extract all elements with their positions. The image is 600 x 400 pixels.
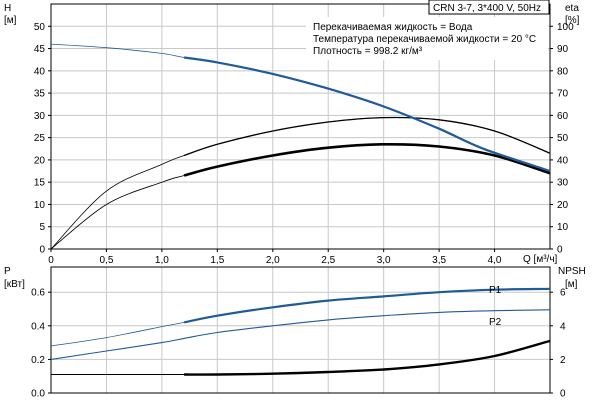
liquid-label: Перекачиваемая жидкость = Вода	[313, 22, 473, 33]
y-left-tick-label: 15	[34, 178, 46, 189]
bottom-curves	[50, 287, 551, 376]
npsh-curve-operating	[184, 339, 551, 376]
x-tick-label: 4,0	[488, 255, 502, 266]
npsh-tick-label: 6	[560, 288, 566, 299]
x-tick-label: 0,5	[99, 255, 113, 266]
y-left-tick-label: 25	[34, 133, 46, 144]
eta-thin-curve-operating	[183, 116, 551, 157]
x-tick-label: 0	[48, 255, 54, 266]
model-box	[428, 0, 550, 15]
x-tick-label: 3,5	[432, 255, 446, 266]
y-right-tick-label: 40	[557, 155, 569, 166]
temperature-label: Температура перекачиваемой жидкости = 20…	[313, 34, 536, 45]
p-tick-label: 0.6	[31, 288, 45, 299]
y-right-tick-label: 30	[557, 178, 569, 189]
y-left-tick-label: 50	[34, 22, 46, 33]
npsh-axis-unit: [м]	[565, 279, 578, 290]
npsh-axis-title: NPSH	[558, 266, 586, 277]
p-tick-label: 0.2	[31, 355, 45, 366]
p-axis-title: P	[4, 266, 11, 277]
x-tick-label: 1,0	[155, 255, 169, 266]
y-left-tick-label: 45	[34, 44, 46, 55]
y-right-tick-label: 60	[557, 111, 569, 122]
p2-curve	[50, 309, 551, 360]
y-left-tick-label: 40	[34, 66, 46, 77]
bottom-plot-frame	[50, 266, 551, 394]
npsh-curve	[50, 340, 551, 376]
x-axis-label: Q [м³/ч]	[523, 254, 558, 265]
y-right-unit: [%]	[565, 15, 580, 26]
y-right-tick-label: 90	[557, 44, 569, 55]
series-label-p2: P2	[489, 317, 502, 328]
top-plot-frame	[50, 3, 551, 250]
density-label: Плотность = 998.2 кг/м³	[313, 46, 423, 57]
y-left-tick-label: 5	[39, 222, 45, 233]
head-curve-operating	[183, 56, 551, 173]
info-box-bg	[306, 17, 548, 60]
y-left-tick-label: 35	[34, 89, 46, 100]
npsh-tick-label: 2	[560, 355, 566, 366]
npsh-tick-label: 0	[560, 389, 566, 400]
p-axis-unit: [кВт]	[4, 279, 25, 290]
eta-thick-curve-operating	[183, 142, 551, 177]
x-tick-label: 2,5	[321, 255, 335, 266]
y-left-tick-label: 0	[39, 245, 45, 256]
y-right-tick-label: 70	[557, 89, 569, 100]
y-left-unit: [м]	[4, 15, 17, 26]
p1-curve	[50, 288, 551, 347]
p-tick-label: 0.4	[31, 321, 45, 332]
y-right-tick-label: 10	[557, 222, 569, 233]
y-left-tick-label: 30	[34, 111, 46, 122]
y-left-tick-label: 20	[34, 155, 46, 166]
p-tick-label: 0.0	[31, 389, 45, 400]
p1-curve-operating	[183, 287, 551, 324]
top-curves	[50, 43, 551, 250]
model-title: CRN 3-7, 3*400 V, 50Hz	[433, 3, 541, 14]
x-tick-label: 3,0	[377, 255, 391, 266]
tick-labels: 0 0,5 1,0 1,5 2,0 2,5 3,0 3,5 4,0051015202530354…	[31, 22, 574, 400]
y-right-tick-label: 50	[557, 133, 569, 144]
y-right-tick-label: 20	[557, 200, 569, 211]
y-left-title: H	[4, 3, 11, 14]
y-left-tick-label: 10	[34, 200, 46, 211]
series-label-p1: P1	[489, 285, 502, 296]
npsh-tick-label: 4	[560, 321, 566, 332]
y-right-tick-label: 100	[557, 22, 574, 33]
x-tick-label: 2,0	[266, 255, 280, 266]
y-right-tick-label: 80	[557, 66, 569, 77]
x-tick-label: 1,5	[210, 255, 224, 266]
y-right-title: eta	[565, 3, 579, 14]
y-right-tick-label: 0	[557, 245, 563, 256]
